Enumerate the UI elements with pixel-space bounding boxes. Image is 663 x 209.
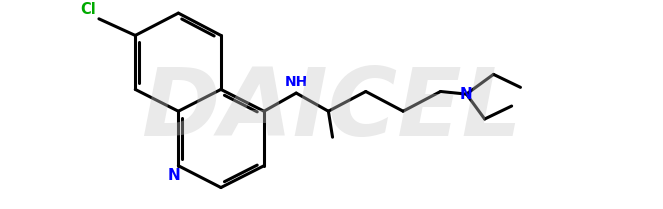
Text: N: N (460, 87, 473, 102)
Text: N: N (168, 168, 180, 183)
Text: DAICEL: DAICEL (141, 64, 522, 156)
Text: NH: NH (284, 75, 308, 89)
Text: Cl: Cl (80, 2, 96, 17)
